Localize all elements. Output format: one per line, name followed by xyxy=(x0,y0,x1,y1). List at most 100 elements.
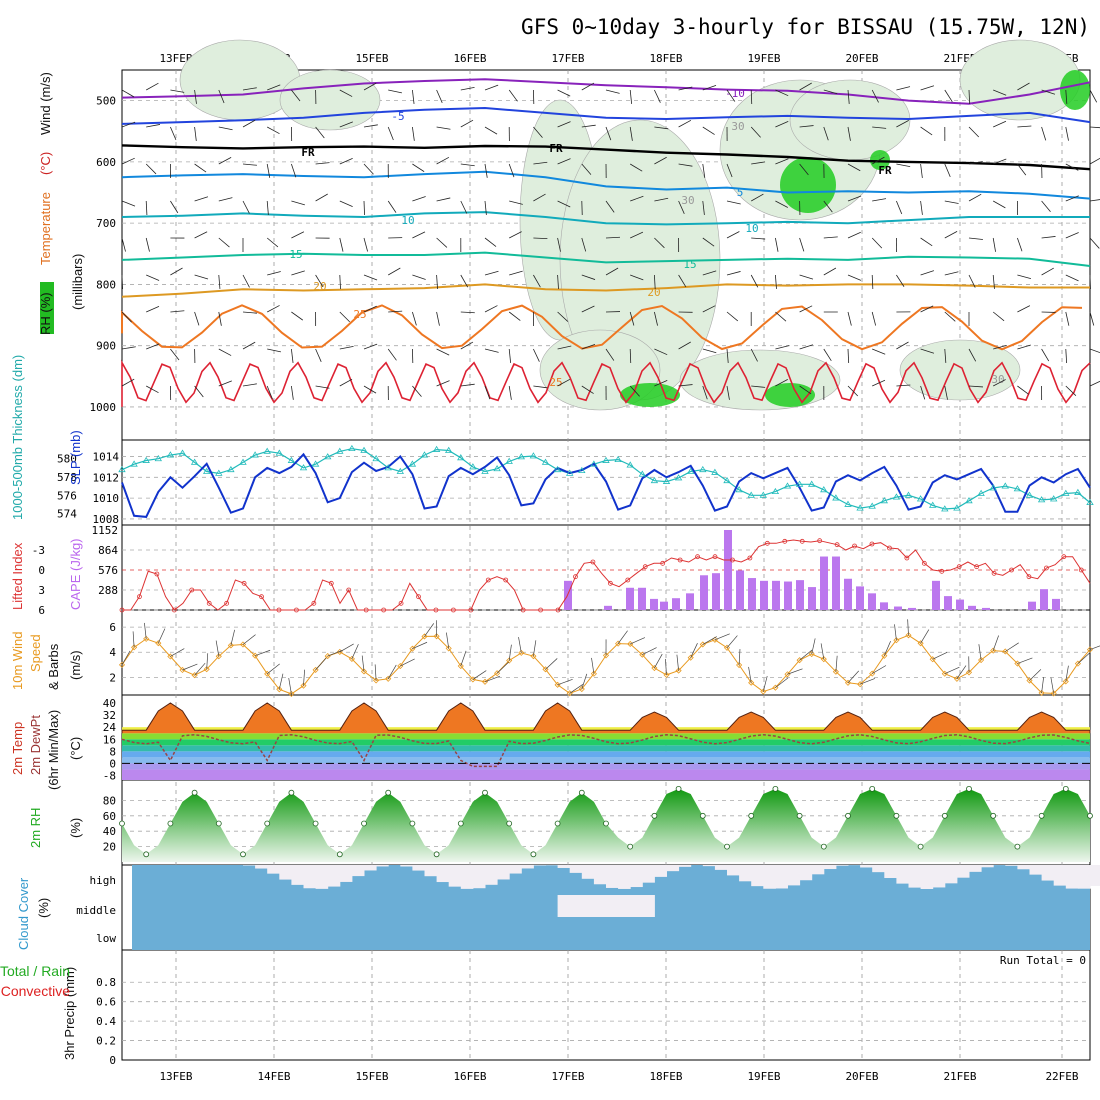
cloud-clear xyxy=(920,865,934,889)
wind-barb xyxy=(871,237,883,249)
rh2m-point xyxy=(530,851,537,858)
cloud-clear xyxy=(727,865,740,876)
wind-barb xyxy=(654,156,667,165)
lifted-index-point xyxy=(642,564,648,570)
cloud-clear xyxy=(751,865,764,887)
wind-barb xyxy=(436,89,443,103)
wind-barb xyxy=(484,348,499,353)
wind-barb xyxy=(872,348,886,355)
wind-barb xyxy=(1017,163,1027,176)
rh2m-point xyxy=(699,812,706,819)
thickness-point xyxy=(892,493,901,500)
wind10-barb xyxy=(144,622,147,639)
wind10-barb xyxy=(992,635,999,651)
cloud-clear xyxy=(860,865,873,868)
cape-tick-label: 1152 xyxy=(92,524,119,537)
pressure-tick-label: 700 xyxy=(96,217,116,230)
cloud-clear-mid xyxy=(642,895,655,917)
wind-barb xyxy=(1017,274,1032,280)
wind-barb xyxy=(146,343,160,350)
cape-bar xyxy=(820,556,828,610)
thickness-point xyxy=(650,476,659,484)
wind-barb xyxy=(992,311,1005,322)
wind-barb xyxy=(484,163,488,178)
wind-barb xyxy=(629,126,633,141)
wind-barb xyxy=(678,384,693,387)
wind10-point xyxy=(832,668,839,675)
wind10-barb xyxy=(835,655,838,672)
wind-barb xyxy=(121,274,124,290)
wind10-barb xyxy=(194,662,206,676)
temp-band xyxy=(122,763,1090,770)
rh-shading-high xyxy=(1060,70,1090,110)
temp-unit: (°C) xyxy=(68,737,83,760)
wind10-barb xyxy=(820,643,825,660)
wind10-barb xyxy=(327,649,343,657)
lifted-index-point xyxy=(782,538,788,544)
thickness-point xyxy=(735,486,743,493)
precip-tick-label: 0.6 xyxy=(96,996,116,1009)
wind-barb xyxy=(121,121,136,128)
wind-barb xyxy=(242,383,257,387)
thickness-point xyxy=(505,457,513,464)
temp-band xyxy=(122,769,1090,780)
wind-barb xyxy=(581,124,596,128)
pressure-tick-label: 1000 xyxy=(90,401,117,414)
cloud-clear xyxy=(823,865,837,870)
wind-barb xyxy=(1065,195,1079,202)
cloud-clear xyxy=(376,865,389,867)
rh2m-point xyxy=(336,851,343,858)
wind-barb xyxy=(968,161,983,165)
wind-barb xyxy=(823,267,837,276)
wind10-barb xyxy=(1017,657,1033,664)
wind-barb xyxy=(1041,267,1054,276)
wind10-label-a: 10m Wind xyxy=(10,631,25,690)
rh2m-point xyxy=(627,843,634,850)
wind-barb xyxy=(146,305,160,313)
wind-barb xyxy=(896,86,911,91)
wind10-barb xyxy=(400,658,415,667)
thickness-point xyxy=(771,487,780,495)
wind-barb xyxy=(775,237,779,252)
wind-barb xyxy=(533,126,543,138)
cloud-clear xyxy=(339,865,353,882)
contour-label: -10 xyxy=(725,87,745,100)
lifted-index-point xyxy=(381,607,387,613)
wind-barb xyxy=(146,82,159,91)
wind-barb xyxy=(557,237,561,252)
thickness-point xyxy=(686,467,695,474)
wind10-barb xyxy=(1089,645,1100,650)
wind10-barb xyxy=(518,637,522,653)
wind-barb xyxy=(726,200,741,205)
contour-label: 30 xyxy=(681,194,694,207)
thickness-point xyxy=(723,476,731,484)
wind10-point xyxy=(953,675,960,682)
rh2m-tick-label: 80 xyxy=(103,794,116,807)
rh2m-point xyxy=(119,820,125,827)
wind10-barb xyxy=(738,649,741,666)
wind10-barb xyxy=(412,641,428,650)
wind-barb xyxy=(750,89,753,105)
thickness-point xyxy=(856,504,864,511)
wind-barb xyxy=(847,385,859,397)
isotherm-20 xyxy=(121,283,1090,298)
thickness-point xyxy=(178,449,187,456)
lifted-index-point xyxy=(956,564,962,570)
wind-barb xyxy=(266,237,279,248)
wind-barb xyxy=(436,311,440,326)
lifted-index-point xyxy=(974,564,980,570)
cape-bar xyxy=(796,580,804,610)
cape-bar xyxy=(564,580,572,610)
wind-barb xyxy=(436,348,450,356)
wind-barb xyxy=(872,126,887,129)
cloud-tick-label: high xyxy=(90,874,117,887)
wind10-point xyxy=(348,655,355,662)
lifted-index-point xyxy=(730,557,735,563)
slp-line xyxy=(121,452,1091,518)
temp-tick-label: 0 xyxy=(109,757,116,770)
pressure-tick-label: 600 xyxy=(96,156,116,169)
cloud-clear xyxy=(1005,865,1018,866)
wind-barb xyxy=(146,274,160,281)
thickness-point xyxy=(977,489,985,496)
